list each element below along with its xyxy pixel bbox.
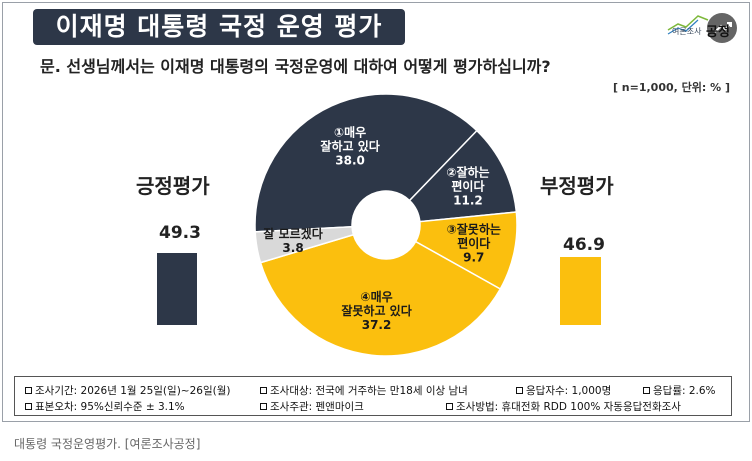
donut-slice-5 [254,225,355,264]
slice-label-4: ④매우 [360,289,392,304]
footnote-host: 조사주관: 펜앤마이크 [260,399,364,414]
footnote-method: 조사방법: 휴대전화 RDD 100% 자동응답전화조사 [446,399,681,414]
slice-label-4: 잘못하고 있다 [341,303,411,318]
slice-label-2: 편이다 [451,179,484,194]
slice-label-3: ③잘못하는 [447,222,501,237]
slice-label-3: 편이다 [457,236,490,251]
negative-bar [560,256,601,325]
slice-value-4: 37.2 [362,318,392,332]
logo-bold-text: 공정 [706,25,730,40]
slice-label-1: ①매우 [334,124,366,139]
footnote-response-rate: 응답률: 2.6% [643,383,716,398]
chart-title: 이재명 대통령 국정 운영 평가 [33,9,405,45]
footnote-respondents: 응답자수: 1,000명 [516,383,611,398]
negative-label: 부정평가 [540,174,614,198]
slice-value-1: 38.0 [335,153,365,167]
survey-footnote-box: 조사기간: 2026년 1월 25일(일)~26일(월) 조사대상: 전국에 거… [14,376,732,416]
slice-label-1: 잘하고 있다 [320,138,379,153]
donut-slice-4 [259,233,502,357]
footnote-period: 조사기간: 2026년 1월 25일(일)~26일(월) [25,383,230,398]
positive-bar [157,253,197,325]
footnote-target: 조사대상: 전국에 거주하는 만18세 이상 남녀 [260,383,468,398]
slice-value-2: 11.2 [453,194,483,208]
slice-value-5: 3.8 [282,241,303,255]
unit-note: [ n=1,000, 단위: % ] [612,81,730,94]
donut-slice-2 [408,129,518,223]
survey-question: 문. 선생님께서는 이재명 대통령의 국정운영에 대하여 어떻게 평가하십니까? [40,57,551,76]
logo-text: 여론조사 [672,27,702,36]
logo-graph-icon [667,13,737,43]
negative-value: 46.9 [563,235,605,255]
positive-value: 49.3 [159,223,201,243]
slice-label-5: 잘 모르겠다 [263,226,322,241]
slice-value-3: 9.7 [463,251,484,265]
donut-slice-1 [254,93,478,233]
positive-label: 긍정평가 [136,174,210,198]
image-caption: 대통령 국정운영평가. [여론조사공정] [14,437,201,451]
footnote-error: 표본오차: 95%신뢰수준 ± 3.1% [25,399,185,414]
slice-label-2: ②잘하는 [446,165,489,180]
